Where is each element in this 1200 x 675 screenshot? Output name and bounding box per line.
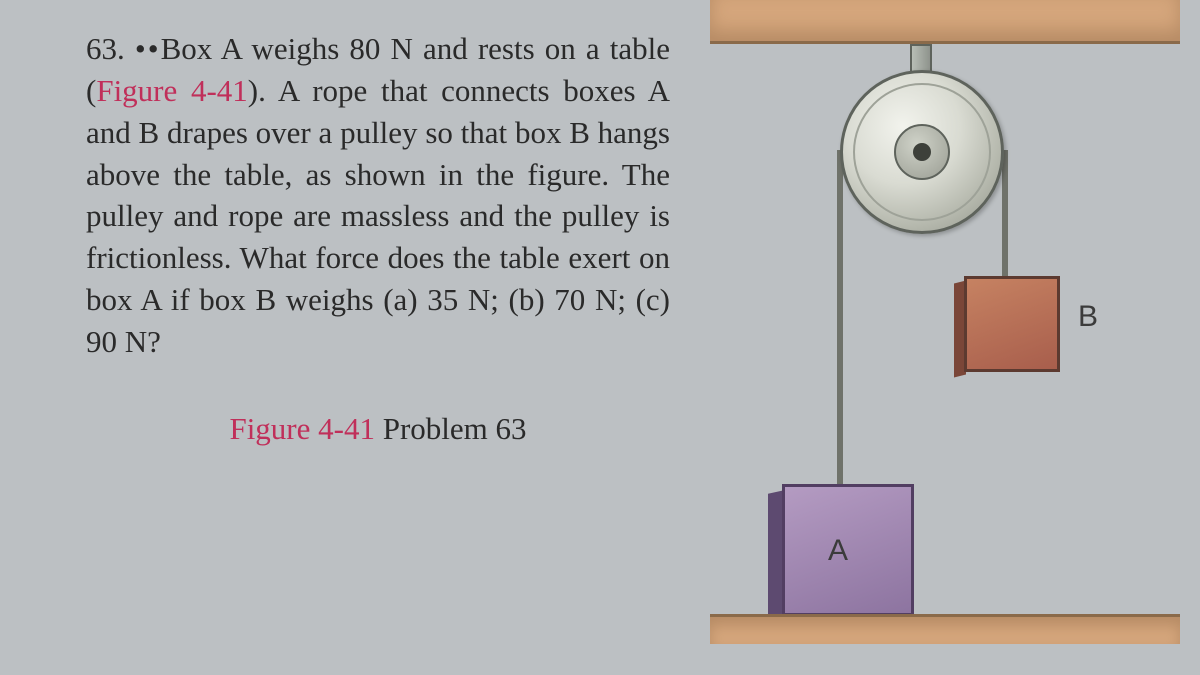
rope-to-box-a xyxy=(837,150,843,486)
problem-text-2: ). A rope that connects boxes A and B dr… xyxy=(86,73,670,359)
figure-reference: Figure 4-41 xyxy=(96,73,247,108)
pulley-wheel xyxy=(840,70,1004,234)
figure-caption: Figure 4-41 Problem 63 xyxy=(86,411,670,447)
problem-paragraph: 63. ••Box A weighs 80 N and rests on a t… xyxy=(86,28,670,363)
difficulty-bullets: •• xyxy=(135,31,161,66)
box-b-label: B xyxy=(1078,300,1098,334)
pulley-axle xyxy=(913,143,931,161)
figure-caption-label: Figure 4-41 xyxy=(229,411,375,446)
figure-caption-rest: Problem 63 xyxy=(375,411,527,446)
ceiling-surface xyxy=(710,0,1180,44)
pulley-diagram: B A xyxy=(710,0,1180,640)
problem-number: 63. xyxy=(86,31,125,66)
box-b xyxy=(964,276,1060,372)
box-a-label: A xyxy=(828,534,848,568)
rope-to-box-b xyxy=(1002,150,1008,278)
table-surface xyxy=(710,614,1180,644)
problem-text-column: 63. ••Box A weighs 80 N and rests on a t… xyxy=(0,0,690,675)
figure-column: B A xyxy=(690,0,1200,675)
